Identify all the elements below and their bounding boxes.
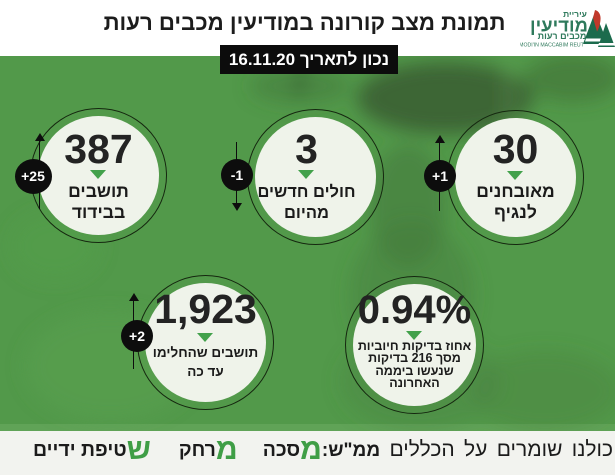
svg-text:MODI'IN MACCABIM REUT: MODI'IN MACCABIM REUT	[520, 43, 585, 49]
svg-text:מודיעין: מודיעין	[530, 15, 588, 36]
svg-text:עיריית: עיריית	[563, 9, 587, 19]
svg-text:מכבים רעות: מכבים רעות	[538, 31, 587, 41]
